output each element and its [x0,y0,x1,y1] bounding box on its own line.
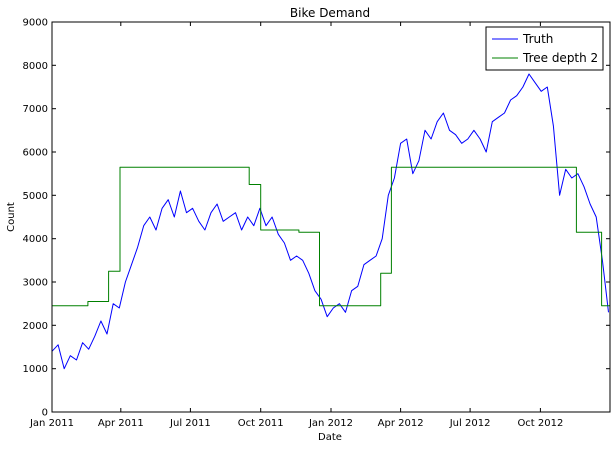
chart-title: Bike Demand [290,6,370,20]
legend-label-truth: Truth [522,32,553,46]
y-tick-label: 4000 [23,234,48,245]
y-tick-label: 8000 [23,61,48,72]
y-tick-label: 6000 [23,148,48,159]
y-tick-label: 7000 [23,104,48,115]
legend-box [485,26,604,71]
y-tick-label: 5000 [23,191,48,202]
y-tick-label: 2000 [23,321,48,332]
y-axis: 0 1000 2000 3000 4000 5000 6000 7000 8000 9000 [23,18,610,419]
x-tick-label: Apr 2012 [378,418,424,429]
series-line-truth [51,73,609,370]
legend-label-tree-depth-2: Tree depth 2 [522,51,598,65]
x-tick-label: Jul 2012 [449,418,491,429]
x-tick-label: Jul 2011 [169,418,211,429]
x-axis: Jan 2011 Apr 2011 Jul 2011 Oct 2011 Jan 2012… [29,22,563,429]
plot-area [51,21,611,413]
x-tick-label: Jan 2011 [29,418,74,429]
y-tick-label: 1000 [23,364,48,375]
series-layer [51,73,610,370]
plot-background [52,22,610,412]
x-tick-label: Jan 2012 [308,418,353,429]
y-tick-label: 9000 [23,18,48,29]
x-tick-label: Oct 2012 [517,418,563,429]
y-tick-label: 3000 [23,278,48,289]
x-tick-label: Oct 2011 [238,418,284,429]
x-axis-title: Date [318,432,342,443]
y-axis-title: Count [6,202,17,232]
series-line-tree-depth-2 [52,166,610,307]
x-tick-label: Apr 2011 [98,418,144,429]
legend: Truth Tree depth 2 [485,26,604,71]
y-tick-label: 0 [42,408,48,419]
